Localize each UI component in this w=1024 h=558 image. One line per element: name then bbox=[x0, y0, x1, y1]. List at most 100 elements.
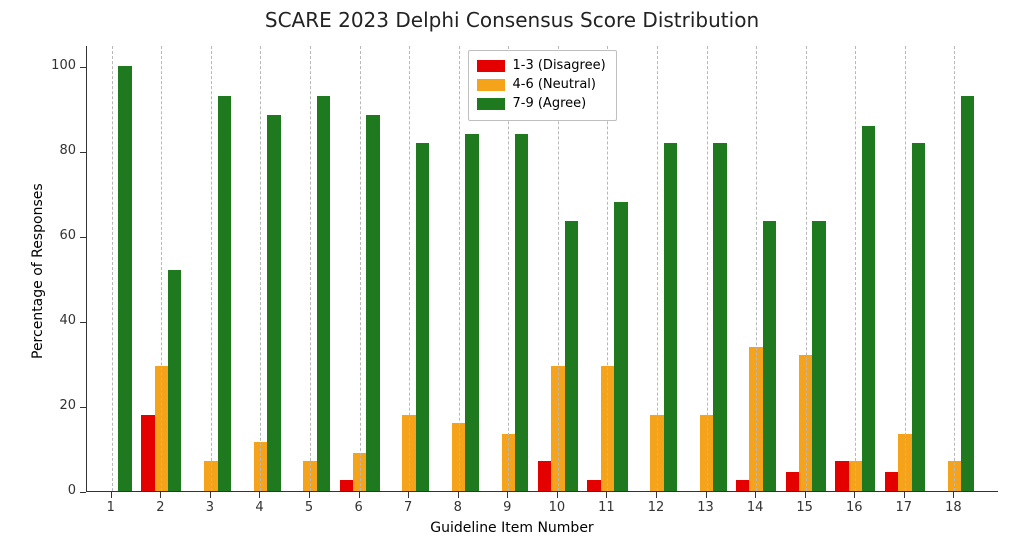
x-tick-mark bbox=[160, 492, 161, 498]
x-tick-mark bbox=[854, 492, 855, 498]
legend-swatch bbox=[477, 79, 505, 91]
x-tick-label: 2 bbox=[156, 500, 164, 515]
x-tick-mark bbox=[755, 492, 756, 498]
x-tick-mark bbox=[805, 492, 806, 498]
x-tick-mark bbox=[606, 492, 607, 498]
bar bbox=[340, 480, 353, 491]
bar bbox=[565, 221, 578, 491]
y-tick-label: 80 bbox=[16, 143, 76, 158]
bar bbox=[141, 415, 154, 491]
legend-swatch bbox=[477, 60, 505, 72]
x-axis-label: Guideline Item Number bbox=[0, 520, 1024, 536]
gridline-v bbox=[459, 46, 460, 491]
gridline-v bbox=[360, 46, 361, 491]
bar bbox=[835, 461, 848, 491]
gridline-v bbox=[657, 46, 658, 491]
y-axis-label: Percentage of Responses bbox=[30, 183, 46, 359]
x-tick-label: 11 bbox=[598, 500, 615, 515]
bar bbox=[218, 96, 231, 491]
x-tick-mark bbox=[557, 492, 558, 498]
bar bbox=[317, 96, 330, 491]
chart-container: SCARE 2023 Delphi Consensus Score Distri… bbox=[0, 0, 1024, 558]
x-tick-label: 8 bbox=[454, 500, 462, 515]
bar bbox=[267, 115, 280, 491]
bar bbox=[465, 134, 478, 491]
x-tick-label: 17 bbox=[896, 500, 913, 515]
x-tick-mark bbox=[656, 492, 657, 498]
y-tick-label: 60 bbox=[16, 228, 76, 243]
bar bbox=[664, 143, 677, 491]
bar bbox=[961, 96, 974, 491]
bar bbox=[763, 221, 776, 491]
y-tick-mark bbox=[80, 237, 86, 238]
x-tick-mark bbox=[111, 492, 112, 498]
bar bbox=[885, 472, 898, 491]
legend: 1-3 (Disagree)4-6 (Neutral)7-9 (Agree) bbox=[468, 50, 617, 121]
legend-swatch bbox=[477, 98, 505, 110]
gridline-v bbox=[756, 46, 757, 491]
x-tick-label: 7 bbox=[404, 500, 412, 515]
x-tick-mark bbox=[904, 492, 905, 498]
x-tick-label: 4 bbox=[255, 500, 263, 515]
x-tick-mark bbox=[210, 492, 211, 498]
bar bbox=[416, 143, 429, 491]
bar bbox=[912, 143, 925, 491]
gridline-v bbox=[260, 46, 261, 491]
x-tick-label: 12 bbox=[648, 500, 665, 515]
legend-item: 1-3 (Disagree) bbox=[477, 57, 606, 76]
bar bbox=[862, 126, 875, 491]
x-tick-mark bbox=[408, 492, 409, 498]
bar bbox=[538, 461, 551, 491]
x-tick-label: 5 bbox=[305, 500, 313, 515]
gridline-v bbox=[806, 46, 807, 491]
x-tick-mark bbox=[259, 492, 260, 498]
x-tick-label: 10 bbox=[549, 500, 566, 515]
x-tick-mark bbox=[706, 492, 707, 498]
x-tick-label: 13 bbox=[697, 500, 714, 515]
x-tick-mark bbox=[953, 492, 954, 498]
y-tick-mark bbox=[80, 322, 86, 323]
legend-label: 4-6 (Neutral) bbox=[513, 76, 597, 95]
y-tick-label: 100 bbox=[16, 58, 76, 73]
bar bbox=[515, 134, 528, 491]
legend-item: 4-6 (Neutral) bbox=[477, 76, 606, 95]
gridline-v bbox=[112, 46, 113, 491]
y-tick-mark bbox=[80, 67, 86, 68]
y-tick-mark bbox=[80, 407, 86, 408]
gridline-v bbox=[161, 46, 162, 491]
bar bbox=[713, 143, 726, 491]
x-tick-label: 3 bbox=[206, 500, 214, 515]
gridline-v bbox=[905, 46, 906, 491]
bar bbox=[587, 480, 600, 491]
bar bbox=[786, 472, 799, 491]
legend-label: 1-3 (Disagree) bbox=[513, 57, 606, 76]
x-tick-label: 18 bbox=[945, 500, 962, 515]
y-tick-label: 20 bbox=[16, 398, 76, 413]
x-tick-mark bbox=[359, 492, 360, 498]
legend-label: 7-9 (Agree) bbox=[513, 95, 587, 114]
bar bbox=[366, 115, 379, 491]
gridline-v bbox=[707, 46, 708, 491]
chart-title: SCARE 2023 Delphi Consensus Score Distri… bbox=[0, 8, 1024, 32]
gridline-v bbox=[211, 46, 212, 491]
x-tick-mark bbox=[458, 492, 459, 498]
bar bbox=[614, 202, 627, 491]
x-tick-label: 9 bbox=[503, 500, 511, 515]
y-tick-mark bbox=[80, 152, 86, 153]
legend-item: 7-9 (Agree) bbox=[477, 95, 606, 114]
gridline-v bbox=[954, 46, 955, 491]
x-tick-label: 16 bbox=[846, 500, 863, 515]
x-tick-mark bbox=[507, 492, 508, 498]
y-tick-label: 0 bbox=[16, 483, 76, 498]
gridline-v bbox=[855, 46, 856, 491]
bar bbox=[168, 270, 181, 491]
y-tick-mark bbox=[80, 492, 86, 493]
x-tick-label: 14 bbox=[747, 500, 764, 515]
bar bbox=[118, 66, 131, 491]
x-tick-label: 15 bbox=[796, 500, 813, 515]
x-tick-label: 6 bbox=[354, 500, 362, 515]
gridline-v bbox=[310, 46, 311, 491]
gridline-v bbox=[409, 46, 410, 491]
x-tick-label: 1 bbox=[107, 500, 115, 515]
bar bbox=[812, 221, 825, 491]
